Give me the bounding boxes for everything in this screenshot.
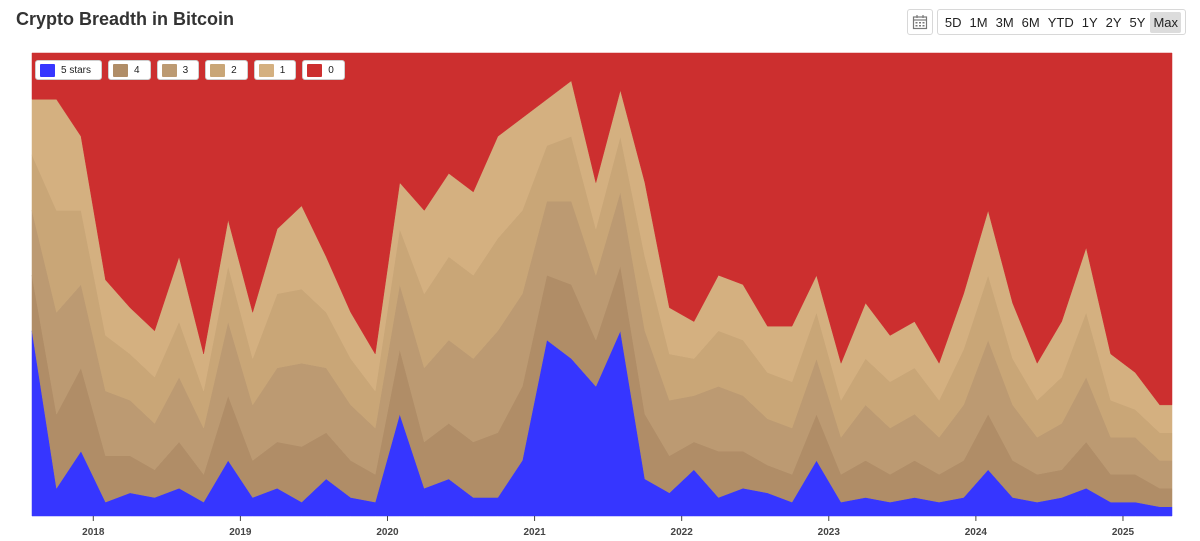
legend-item[interactable]: 2: [205, 60, 248, 80]
legend-swatch: [210, 63, 226, 77]
legend-item[interactable]: 3: [156, 60, 200, 80]
x-tick-label: 2021: [523, 527, 546, 538]
calendar-button[interactable]: [906, 9, 933, 35]
range-ytd-button[interactable]: YTD: [1047, 14, 1074, 30]
legend-label: 0: [328, 64, 334, 76]
legend-swatch: [40, 63, 55, 77]
legend-label: 3: [182, 64, 189, 76]
area-series-0: [31, 52, 1173, 406]
range-3m-button[interactable]: 3M: [995, 14, 1014, 30]
legend-item[interactable]: 4: [108, 60, 151, 80]
range-toolbar: 5D 1M 3M 6M YTD 1Y 2Y 5Y Max: [906, 9, 1186, 35]
legend-swatch: [258, 63, 274, 77]
range-2y-button[interactable]: 2Y: [1105, 14, 1122, 30]
x-tick-label: 2023: [818, 527, 841, 538]
legend-label: 4: [134, 64, 140, 76]
legend-label: 5 stars: [61, 64, 92, 76]
x-tick-label: 2020: [376, 527, 399, 538]
x-axis: 2018 2019 2020 2021 2022 2023 2024 2025: [82, 516, 1135, 538]
range-6m-button[interactable]: 6M: [1021, 14, 1040, 30]
legend-item[interactable]: 1: [253, 60, 297, 80]
range-1y-button[interactable]: 1Y: [1081, 14, 1098, 30]
range-selector: 5D 1M 3M 6M YTD 1Y 2Y 5Y Max: [936, 9, 1186, 35]
x-tick-label: 2022: [671, 527, 694, 538]
chart-areas: [31, 52, 1173, 517]
x-tick-label: 2018: [82, 527, 105, 538]
legend-label: 1: [279, 64, 286, 76]
legend-label: 2: [231, 64, 237, 76]
range-max-button[interactable]: Max: [1150, 11, 1181, 33]
page-title: Crypto Breadth in Bitcoin: [16, 9, 235, 29]
legend-item[interactable]: 5 stars: [35, 60, 103, 80]
legend-swatch: [161, 63, 177, 77]
range-1m-button[interactable]: 1M: [969, 14, 988, 30]
chart-legend: 5 stars 4 3 2 1 0: [35, 60, 351, 80]
x-tick-label: 2024: [965, 527, 988, 538]
x-tick-label: 2019: [229, 527, 252, 538]
calendar-icon: [912, 15, 928, 30]
legend-swatch: [113, 63, 129, 77]
range-5y-button[interactable]: 5Y: [1129, 14, 1146, 30]
legend-item[interactable]: 0: [302, 60, 345, 80]
range-5d-button[interactable]: 5D: [944, 14, 962, 30]
legend-swatch: [307, 63, 323, 77]
x-tick-label: 2025: [1112, 527, 1135, 538]
